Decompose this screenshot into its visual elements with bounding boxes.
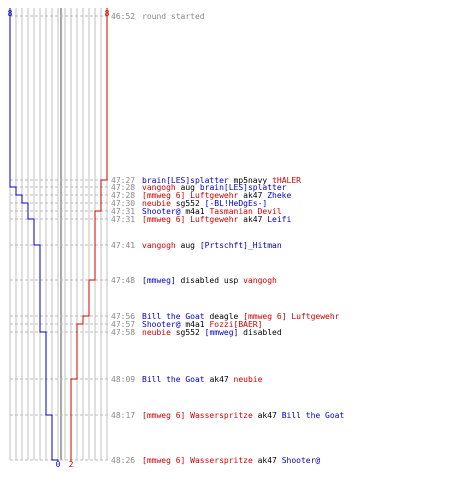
blue-player-name: brain[LES]splatter	[142, 176, 229, 185]
red-player-name: neubie	[234, 375, 263, 384]
event-time: 47:27	[111, 176, 135, 185]
red-player-name: [mmweg 6] Wasserspritze	[142, 411, 253, 420]
red-player-name: Tasmanian Devil	[209, 207, 281, 216]
blue-start-count: 8	[8, 9, 13, 18]
blue-player-name: [mmweg]	[205, 328, 239, 337]
event-time: 47:30	[111, 199, 135, 208]
red-player-name: vangogh	[243, 276, 277, 285]
event-time: 48:26	[111, 456, 135, 465]
event-action: sg552	[171, 328, 205, 337]
blue-player-name: Shooter@	[142, 320, 181, 329]
kill-event-row: 47:57 Shooter@ m4a1 Fozzi[BAER]	[111, 320, 262, 329]
event-action: deagle	[205, 312, 244, 321]
event-action: m4a1	[181, 320, 210, 329]
event-guide-lines	[10, 15, 110, 461]
blue-team-step-line	[9, 8, 59, 461]
event-description: Bill the Goat ak47 neubie	[142, 375, 263, 384]
blue-player-name: Bill the Goat	[142, 312, 205, 321]
event-time: 47:31	[111, 215, 135, 224]
blue-player-name: Bill the Goat	[142, 375, 205, 384]
team-alive-steps	[9, 8, 108, 461]
kill-event-row: 47:41 vangogh aug [Prtschft]_Hitman	[111, 241, 282, 250]
red-player-name: [mmweg 6] Luftgewehr	[243, 312, 340, 321]
kill-event-row: 48:09 Bill the Goat ak47 neubie	[111, 375, 263, 384]
event-time: 47:28	[111, 191, 135, 200]
red-player-name: tHALER	[272, 176, 301, 185]
red-player-name: [mmweg 6] Wasserspritze	[142, 456, 253, 465]
event-time: 47:41	[111, 241, 135, 250]
red-player-name: [mmweg 6] Luftgewehr	[142, 215, 239, 224]
event-time: 47:56	[111, 312, 135, 321]
event-description: [mmweg] disabled usp vangogh	[142, 276, 277, 285]
event-description: [mmweg 6] Luftgewehr ak47 Leifi	[142, 215, 292, 224]
red-end-count: 2	[69, 460, 74, 469]
blue-player-name: [mmweg]	[142, 276, 176, 285]
event-action: mp5navy	[229, 176, 272, 185]
event-time: 47:57	[111, 320, 135, 329]
event-action: m4a1	[181, 207, 210, 216]
event-action: ak47	[238, 191, 267, 200]
event-action: ak47	[253, 456, 282, 465]
blue-player-name: Zheke	[267, 191, 291, 200]
event-time: 48:17	[111, 411, 135, 420]
kill-event-row: 48:17 [mmweg 6] Wasserspritze ak47 Bill t…	[111, 411, 344, 420]
event-time: 47:58	[111, 328, 135, 337]
blue-player-name: Leifi	[267, 215, 291, 224]
blue-player-name: Bill the Goat	[282, 411, 345, 420]
event-description: [mmweg 6] Luftgewehr ak47 Zheke	[142, 191, 292, 200]
kill-event-row: 47:48 [mmweg] disabled usp vangogh	[111, 276, 277, 285]
blue-player-name: [Prtschft]_Hitman	[200, 241, 282, 250]
red-player-name: Fozzi[BAER]	[209, 320, 262, 329]
event-action: ak47	[205, 375, 234, 384]
red-start-count: 8	[105, 9, 110, 18]
event-description: neubie sg552 [mmweg] disabled	[142, 328, 282, 337]
event-description: Shooter@ m4a1 Tasmanian Devil	[142, 207, 282, 216]
kill-event-row: 47:30 neubie sg552 [-BL!HeDgEs-]	[111, 199, 267, 208]
event-action: ak47	[238, 215, 267, 224]
event-description: vangogh aug [Prtschft]_Hitman	[142, 241, 282, 250]
kill-feed: 47:27 brain[LES]splatter mp5navy tHALER47…	[111, 176, 344, 465]
red-player-name: [mmweg 6] Luftgewehr	[142, 191, 239, 200]
kill-event-row: 48:26 [mmweg 6] Wasserspritze ak47 Shoote…	[111, 456, 320, 465]
kill-event-row: 47:27 brain[LES]splatter mp5navy tHALER	[111, 176, 301, 185]
blue-player-name: brain[LES]splatter	[200, 183, 287, 192]
event-time: 48:09	[111, 375, 135, 384]
event-description: [mmweg 6] Wasserspritze ak47 Bill the Go…	[142, 411, 344, 420]
blue-player-name: [-BL!HeDgEs-]	[205, 199, 268, 208]
kill-event-row: 47:28 vangogh aug brain[LES]splatter	[111, 183, 287, 192]
red-player-name: neubie	[142, 199, 171, 208]
kill-event-row: 47:31 Shooter@ m4a1 Tasmanian Devil	[111, 207, 282, 216]
red-player-name: neubie	[142, 328, 171, 337]
event-time: 47:48	[111, 276, 135, 285]
event-description: vangogh aug brain[LES]splatter	[142, 183, 287, 192]
event-action: disabled	[238, 328, 282, 337]
blue-end-count: 0	[56, 460, 61, 469]
event-description: neubie sg552 [-BL!HeDgEs-]	[142, 199, 267, 208]
red-player-name: vangogh	[142, 183, 176, 192]
event-description: Bill the Goat deagle [mmweg 6] Luftgeweh…	[142, 312, 340, 321]
event-description: brain[LES]splatter mp5navy tHALER	[142, 176, 301, 185]
blue-player-name: Shooter@	[142, 207, 181, 216]
round-start-label: round started	[142, 12, 205, 21]
blue-player-name: Shooter@	[282, 456, 321, 465]
round-start-time: 46:52	[111, 12, 135, 21]
event-description: [mmweg 6] Wasserspritze ak47 Shooter@	[142, 456, 320, 465]
event-action: aug	[176, 241, 200, 250]
event-action: ak47	[253, 411, 282, 420]
kill-event-row: 47:31 [mmweg 6] Luftgewehr ak47 Leifi	[111, 215, 292, 224]
kill-event-row: 47:28 [mmweg 6] Luftgewehr ak47 Zheke	[111, 191, 292, 200]
event-action: aug	[176, 183, 200, 192]
event-action: sg552	[171, 199, 205, 208]
event-description: Shooter@ m4a1 Fozzi[BAER]	[142, 320, 262, 329]
grid-lines	[9, 8, 108, 460]
event-action: disabled usp	[176, 276, 243, 285]
event-time: 47:31	[111, 207, 135, 216]
kill-event-row: 47:56 Bill the Goat deagle [mmweg 6] Luft…	[111, 312, 340, 321]
red-player-name: vangogh	[142, 241, 176, 250]
red-team-step-line	[70, 8, 108, 461]
kill-event-row: 47:58 neubie sg552 [mmweg] disabled	[111, 328, 282, 337]
event-time: 47:28	[111, 183, 135, 192]
